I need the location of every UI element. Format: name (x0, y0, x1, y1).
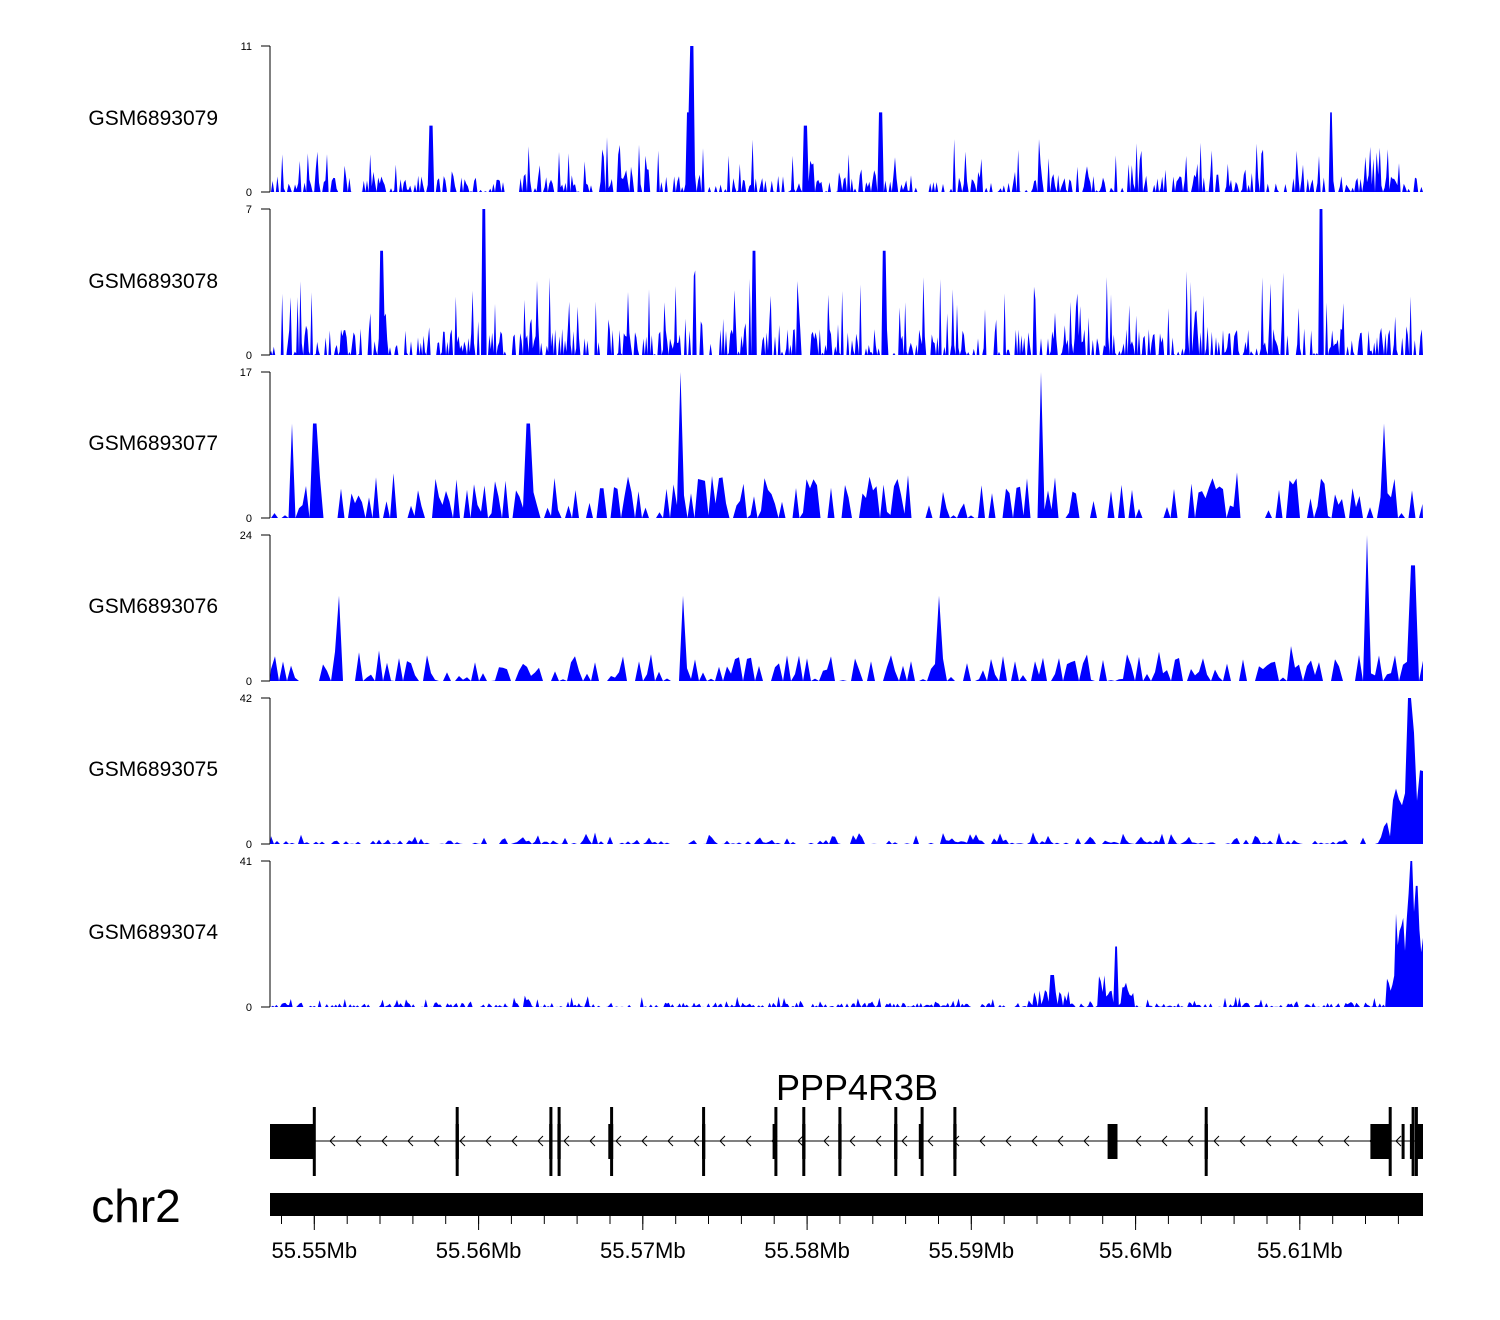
strand-arrow (641, 1135, 648, 1147)
strand-arrow (927, 1135, 934, 1147)
strand-arrow (1161, 1135, 1168, 1147)
strand-arrow (875, 1135, 882, 1147)
axis-min-label: 0 (246, 350, 252, 362)
gene-exon (1409, 1124, 1414, 1159)
strand-arrow (1395, 1135, 1402, 1147)
strand-arrow (979, 1135, 986, 1147)
strand-arrow (1005, 1135, 1012, 1147)
strand-arrow (1187, 1135, 1194, 1147)
strand-arrow (1265, 1135, 1272, 1147)
coverage-area-gsm6893079 (270, 46, 1423, 192)
strand-arrow (459, 1135, 466, 1147)
track-gsm6893076: GSM6893076 24 0 (88, 530, 1423, 688)
coverage-area-gsm6893077 (270, 372, 1423, 518)
strand-arrow (1057, 1135, 1064, 1147)
axis-tick-label: 55.59Mb (928, 1238, 1014, 1263)
gene-exon (1416, 1124, 1423, 1159)
axis-max-label: 24 (240, 530, 252, 542)
gene-exon (1107, 1124, 1118, 1159)
track-gsm6893078: GSM6893078 7 0 (88, 204, 1423, 362)
gene-model: PPP4R3B (270, 1067, 1423, 1176)
axis-tick-label: 55.56Mb (436, 1238, 522, 1263)
strand-arrow (1317, 1135, 1324, 1147)
coverage-area-gsm6893078 (270, 209, 1423, 355)
axis-max-label: 17 (240, 367, 252, 379)
strand-arrow (511, 1135, 518, 1147)
axis-min-label: 0 (246, 1002, 252, 1014)
strand-arrow (1083, 1135, 1090, 1147)
strand-arrow (1239, 1135, 1246, 1147)
coverage-area-gsm6893074 (270, 861, 1423, 1007)
strand-arrows (329, 1135, 1402, 1147)
strand-arrow (407, 1135, 414, 1147)
axis-min-label: 0 (246, 187, 252, 199)
strand-arrow (849, 1135, 856, 1147)
gene-exon (1401, 1124, 1405, 1159)
genomic-axis: 55.55Mb 55.56Mb 55.57Mb 55.58Mb 55.59Mb 55.6M… (271, 1216, 1399, 1263)
chromosome-label: chr2 (91, 1180, 180, 1232)
strand-arrow (823, 1135, 830, 1147)
strand-arrow (329, 1135, 336, 1147)
strand-arrow (719, 1135, 726, 1147)
axis-min-label: 0 (246, 513, 252, 525)
axis-min-label: 0 (246, 676, 252, 688)
track-label-gsm6893075: GSM6893075 (88, 758, 218, 781)
axis-tick-label: 55.57Mb (600, 1238, 686, 1263)
axis-tick-label: 55.61Mb (1257, 1238, 1343, 1263)
strand-arrow (901, 1135, 908, 1147)
coverage-area-gsm6893076 (270, 535, 1423, 681)
gene-exon (270, 1124, 315, 1159)
axis-max-label: 42 (240, 693, 252, 705)
axis-tick-label: 55.55Mb (271, 1238, 357, 1263)
axis-max-label: 11 (241, 41, 252, 53)
strand-arrow (667, 1135, 674, 1147)
track-label-gsm6893077: GSM6893077 (88, 432, 218, 455)
track-gsm6893074: GSM6893074 41 0 (88, 856, 1423, 1014)
coverage-area-gsm6893075 (270, 698, 1423, 844)
chromosome-bar (270, 1193, 1423, 1216)
track-label-gsm6893079: GSM6893079 (88, 107, 218, 130)
strand-arrow (563, 1135, 570, 1147)
gene-exon (772, 1124, 776, 1159)
gene-name-label: PPP4R3B (776, 1067, 938, 1108)
strand-arrow (355, 1135, 362, 1147)
track-label-gsm6893074: GSM6893074 (88, 921, 218, 944)
axis-max-label: 7 (246, 204, 252, 216)
strand-arrow (1135, 1135, 1142, 1147)
strand-arrow (537, 1135, 544, 1147)
strand-arrow (693, 1135, 700, 1147)
strand-arrow (589, 1135, 596, 1147)
strand-arrow (485, 1135, 492, 1147)
gene-exon-boundaries (312, 1107, 1418, 1176)
track-label-gsm6893076: GSM6893076 (88, 595, 218, 618)
axis-min-label: 0 (246, 839, 252, 851)
strand-arrow (1291, 1135, 1298, 1147)
axis-tick-label: 55.58Mb (764, 1238, 850, 1263)
track-gsm6893077: GSM6893077 17 0 (88, 367, 1423, 525)
gene-exon (1370, 1124, 1391, 1159)
strand-arrow (1213, 1135, 1220, 1147)
axis-max-label: 41 (240, 856, 252, 868)
strand-arrow (615, 1135, 622, 1147)
track-label-gsm6893078: GSM6893078 (88, 270, 218, 293)
gene-exon (918, 1124, 923, 1159)
strand-arrow (1343, 1135, 1350, 1147)
strand-arrow (797, 1135, 804, 1147)
strand-arrow (381, 1135, 388, 1147)
strand-arrow (1031, 1135, 1038, 1147)
strand-arrow (433, 1135, 440, 1147)
track-gsm6893075: GSM6893075 42 0 (88, 693, 1423, 851)
track-gsm6893079: GSM6893079 11 0 (88, 41, 1423, 199)
strand-arrow (745, 1135, 752, 1147)
axis-tick-label: 55.6Mb (1099, 1238, 1172, 1263)
